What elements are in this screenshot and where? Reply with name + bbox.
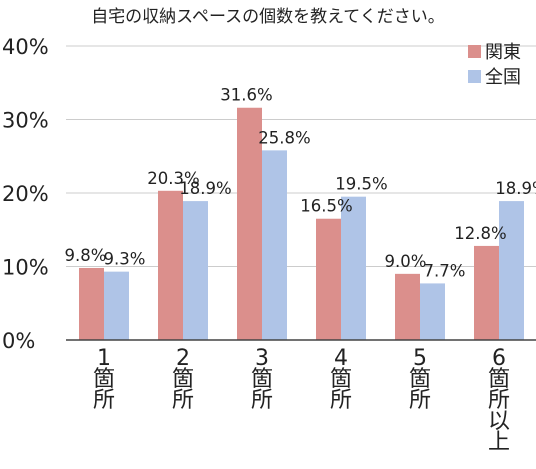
x-tick-label: 箇 bbox=[330, 367, 352, 392]
legend-swatch bbox=[468, 70, 481, 83]
x-tick-label: 1 bbox=[97, 346, 111, 371]
data-label: 31.6% bbox=[220, 86, 272, 105]
y-tick-label: 10% bbox=[2, 256, 49, 280]
bar-kanto bbox=[395, 273, 420, 340]
bar-zenkoku bbox=[341, 196, 366, 340]
data-label: 9.3% bbox=[104, 250, 146, 269]
data-label: 25.8% bbox=[258, 128, 310, 147]
x-tick-label: 所 bbox=[330, 388, 352, 413]
data-label: 18.9% bbox=[495, 179, 536, 198]
data-label: 16.5% bbox=[300, 197, 352, 216]
x-tick-label: 箇 bbox=[251, 367, 273, 392]
x-tick-label: 所 bbox=[172, 388, 194, 413]
bar-kanto bbox=[474, 245, 499, 340]
bar-zenkoku bbox=[183, 201, 208, 340]
x-tick-label: 所 bbox=[488, 388, 510, 413]
bar-kanto bbox=[316, 218, 341, 340]
x-tick-label: 箇 bbox=[488, 367, 510, 392]
y-tick-label: 0% bbox=[2, 329, 35, 353]
bar-zenkoku bbox=[499, 201, 524, 340]
x-tick-label: 6 bbox=[492, 346, 506, 371]
data-label: 9.0% bbox=[385, 252, 427, 271]
x-tick-label: 箇 bbox=[93, 367, 115, 392]
data-label: 7.7% bbox=[424, 261, 466, 280]
bar-zenkoku bbox=[104, 271, 129, 340]
data-label: 12.8% bbox=[454, 224, 506, 243]
legend-label: 関東 bbox=[485, 42, 521, 63]
data-labels: 9.8% 20.3% 31.6% 16.5% 9.0% 12.8% 9.3% 18.9% 25.… bbox=[65, 86, 536, 281]
legend-swatch bbox=[468, 45, 481, 58]
x-tick-label: 2 bbox=[176, 346, 190, 371]
x-tick-label: 以 bbox=[488, 409, 510, 434]
x-tick-label: 箇 bbox=[172, 367, 194, 392]
x-tick-label: 所 bbox=[251, 388, 273, 413]
x-tick-label: 箇 bbox=[409, 367, 431, 392]
x-tick-label: 所 bbox=[93, 388, 115, 413]
x-tick-label: 3 bbox=[255, 346, 269, 371]
chart-title: 自宅の収納スペースの個数を教えてください。 bbox=[91, 7, 445, 27]
bars bbox=[79, 107, 524, 341]
data-label: 20.3% bbox=[147, 169, 199, 188]
x-tick-label: 所 bbox=[409, 388, 431, 413]
bar-kanto bbox=[79, 267, 104, 340]
bar-zenkoku bbox=[420, 283, 445, 340]
x-tick-label: 4 bbox=[334, 346, 348, 371]
data-label: 9.8% bbox=[65, 246, 107, 265]
bar-kanto bbox=[237, 107, 262, 341]
y-tick-label: 30% bbox=[2, 109, 49, 133]
bar-kanto bbox=[158, 190, 183, 340]
y-tick-label: 20% bbox=[2, 182, 49, 206]
data-label: 19.5% bbox=[335, 175, 387, 194]
grid-lines bbox=[66, 45, 536, 267]
x-tick-label: 上 bbox=[488, 430, 510, 455]
y-tick-label: 40% bbox=[2, 35, 49, 59]
data-label: 18.9% bbox=[179, 179, 231, 198]
legend-label: 全国 bbox=[485, 67, 521, 88]
bar-zenkoku bbox=[262, 150, 287, 340]
x-tick-label: 5 bbox=[413, 346, 427, 371]
